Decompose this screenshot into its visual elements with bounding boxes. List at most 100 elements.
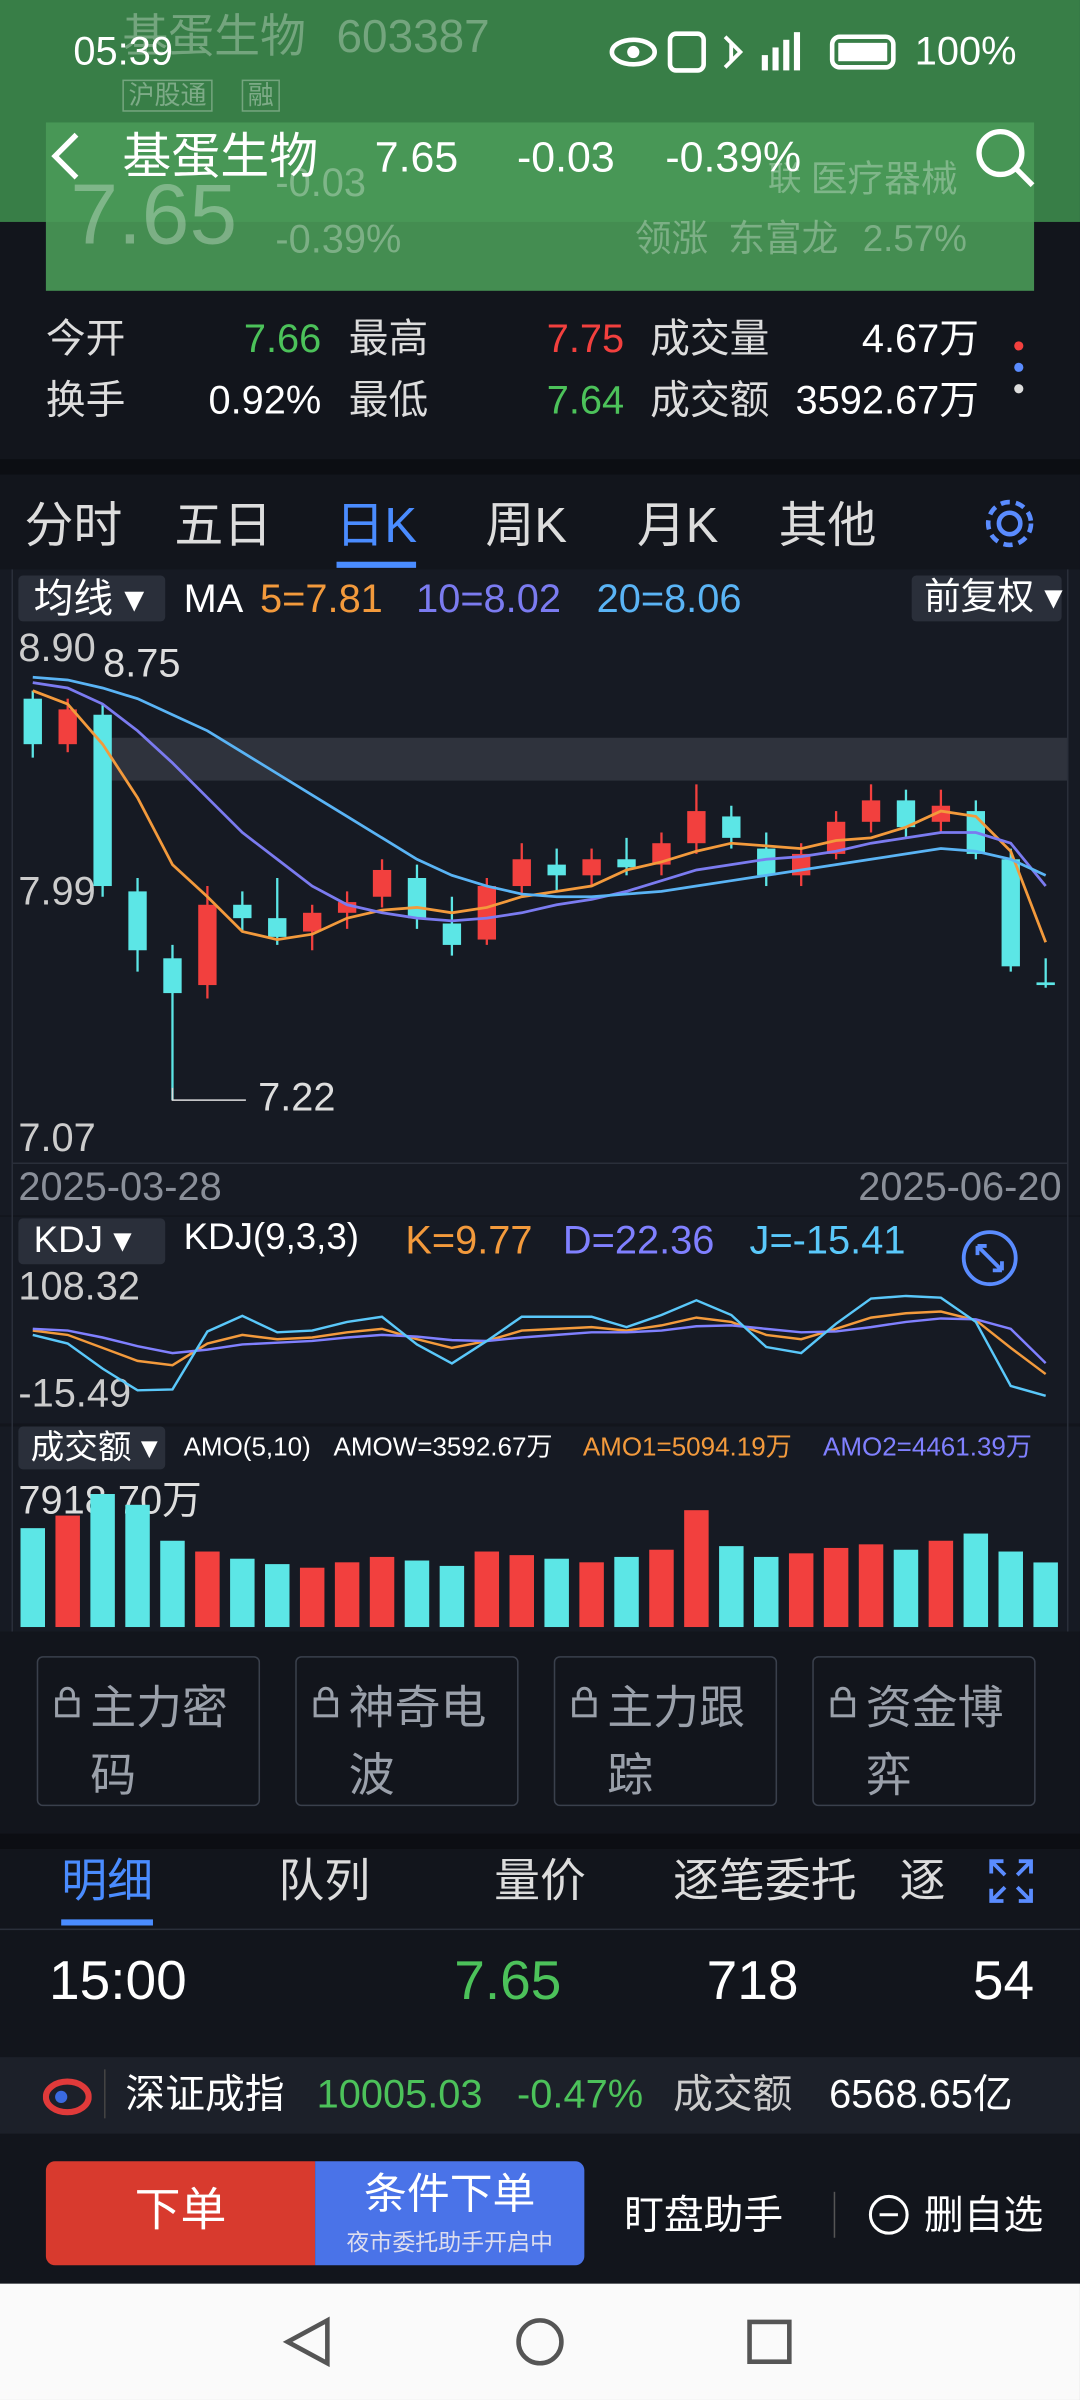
period-tab[interactable]: 月K xyxy=(636,497,719,553)
ma-label: MA xyxy=(183,575,244,622)
candle-body xyxy=(896,800,916,828)
sector: 医疗器械 xyxy=(810,159,958,201)
kdj-value: K=9.77 xyxy=(405,1216,533,1263)
tool-button[interactable]: 资金博弈 xyxy=(812,1656,1036,1807)
period-tab[interactable]: 日K xyxy=(335,497,418,553)
adjust-menu[interactable]: 前复权 ▾ xyxy=(911,575,1063,622)
highlight-band xyxy=(97,737,1068,781)
candle-body xyxy=(58,709,77,745)
candle-body xyxy=(861,800,881,822)
status-time: 05:39 xyxy=(73,27,173,74)
detail-tab[interactable]: 逐 xyxy=(899,1856,946,1908)
order-button[interactable] xyxy=(45,2161,316,2266)
candle-body xyxy=(372,869,392,897)
volume-bar xyxy=(334,1562,360,1628)
volume-bar xyxy=(439,1565,465,1628)
stat-label: 成交额 xyxy=(650,376,770,423)
candle-body xyxy=(617,859,636,868)
volume-bar xyxy=(963,1533,989,1628)
stat-value: 3592.67万 xyxy=(795,376,980,423)
volume-bar xyxy=(719,1546,744,1628)
tools-panel xyxy=(0,1631,1080,1837)
ma-line xyxy=(32,681,1047,923)
faded-change-pct: -0.39% xyxy=(275,215,402,262)
kdj-panel xyxy=(0,1216,1080,1424)
volume-bar xyxy=(579,1562,604,1628)
tool-button[interactable]: 神奇电波 xyxy=(295,1656,519,1807)
divider xyxy=(0,459,1080,475)
divider xyxy=(0,1833,1080,1849)
candle-body xyxy=(582,859,601,876)
amo1: AMO1=5094.19万 xyxy=(582,1432,792,1462)
trade-volume: 718 xyxy=(706,1948,799,2012)
candle-body xyxy=(337,902,357,913)
kdj-line xyxy=(32,1294,1047,1398)
period-tab[interactable]: 五日 xyxy=(174,497,273,553)
detail-tab[interactable]: 量价 xyxy=(494,1856,586,1908)
change: -0.03 xyxy=(517,133,615,181)
volume-bar xyxy=(20,1528,45,1628)
leader-pct: 2.57% xyxy=(862,218,967,261)
detail-tab[interactable]: 队列 xyxy=(278,1856,371,1908)
kdj-menu[interactable]: KDJ ▾ xyxy=(18,1218,166,1265)
fullscreen-button[interactable] xyxy=(985,1855,1037,1907)
adjust-label: 前复权 xyxy=(923,577,1035,619)
kdj-value: J=-15.41 xyxy=(749,1216,906,1263)
volume-bar xyxy=(160,1540,185,1628)
volume-bar xyxy=(369,1556,395,1628)
tab-underline xyxy=(336,561,417,568)
detail-tab[interactable]: 明细 xyxy=(61,1856,153,1908)
period-tab[interactable]: 周K xyxy=(485,497,568,553)
tag: 融 xyxy=(241,79,280,112)
tool-button[interactable]: 主力跟踪 xyxy=(553,1656,778,1807)
tag: 沪股通 xyxy=(122,79,213,112)
trade-count: 54 xyxy=(972,1948,1035,2012)
remove-button[interactable]: 删自选 xyxy=(923,2191,1044,2238)
kdj-line xyxy=(32,1310,1047,1376)
volume-bar xyxy=(90,1494,115,1628)
volume-bar xyxy=(509,1555,534,1628)
candle-body xyxy=(1036,982,1055,986)
more-dots[interactable] xyxy=(1010,337,1028,398)
candle-body xyxy=(477,886,497,940)
status-icons xyxy=(609,31,896,73)
amo-menu[interactable]: 成交额 ▾ xyxy=(18,1426,166,1470)
period-tab[interactable]: 其他 xyxy=(778,497,877,553)
candle-body xyxy=(512,859,531,887)
candle-body xyxy=(23,698,42,745)
trade-price: 7.65 xyxy=(454,1948,562,2012)
settings-button[interactable] xyxy=(982,496,1037,551)
tool-button[interactable]: 主力密码 xyxy=(36,1656,261,1807)
volume-bar xyxy=(649,1549,674,1628)
stat-value: 7.75 xyxy=(546,315,625,362)
y-tick-label: 8.90 xyxy=(18,626,95,670)
detail-tab[interactable]: 逐笔委托 xyxy=(673,1856,857,1908)
faded-code: 603387 xyxy=(336,12,490,63)
leader-label: 领涨 xyxy=(634,218,709,261)
divider xyxy=(0,1928,1080,1931)
tab-underline xyxy=(61,1919,153,1926)
volume-bar xyxy=(1033,1562,1058,1628)
candle-body xyxy=(163,958,182,994)
change-pct: -0.39% xyxy=(665,133,802,181)
expand-button[interactable] xyxy=(959,1228,1020,1289)
y-tick-label: 108.32 xyxy=(18,1264,140,1308)
candle-body xyxy=(757,848,776,876)
remove-icon xyxy=(868,2194,909,2235)
search-button[interactable] xyxy=(973,126,1037,190)
volume-bar xyxy=(474,1551,500,1628)
candle-body xyxy=(931,805,951,822)
indicator-menu[interactable]: 均线 ▾ xyxy=(18,575,166,622)
price: 7.65 xyxy=(374,133,459,181)
candle-body xyxy=(826,821,846,854)
watch-button[interactable]: 盯盘助手 xyxy=(624,2191,784,2238)
back-button[interactable] xyxy=(43,129,89,184)
nav-buttons[interactable] xyxy=(275,2311,810,2372)
period-tab[interactable]: 分时 xyxy=(24,497,123,553)
index-bar[interactable] xyxy=(0,2057,1080,2134)
min-label: 7.22 xyxy=(258,1076,335,1120)
stat-value: 7.66 xyxy=(243,315,322,362)
cond-order-button[interactable] xyxy=(315,2161,585,2266)
candle-body xyxy=(407,878,427,919)
volume-bar xyxy=(754,1556,779,1628)
